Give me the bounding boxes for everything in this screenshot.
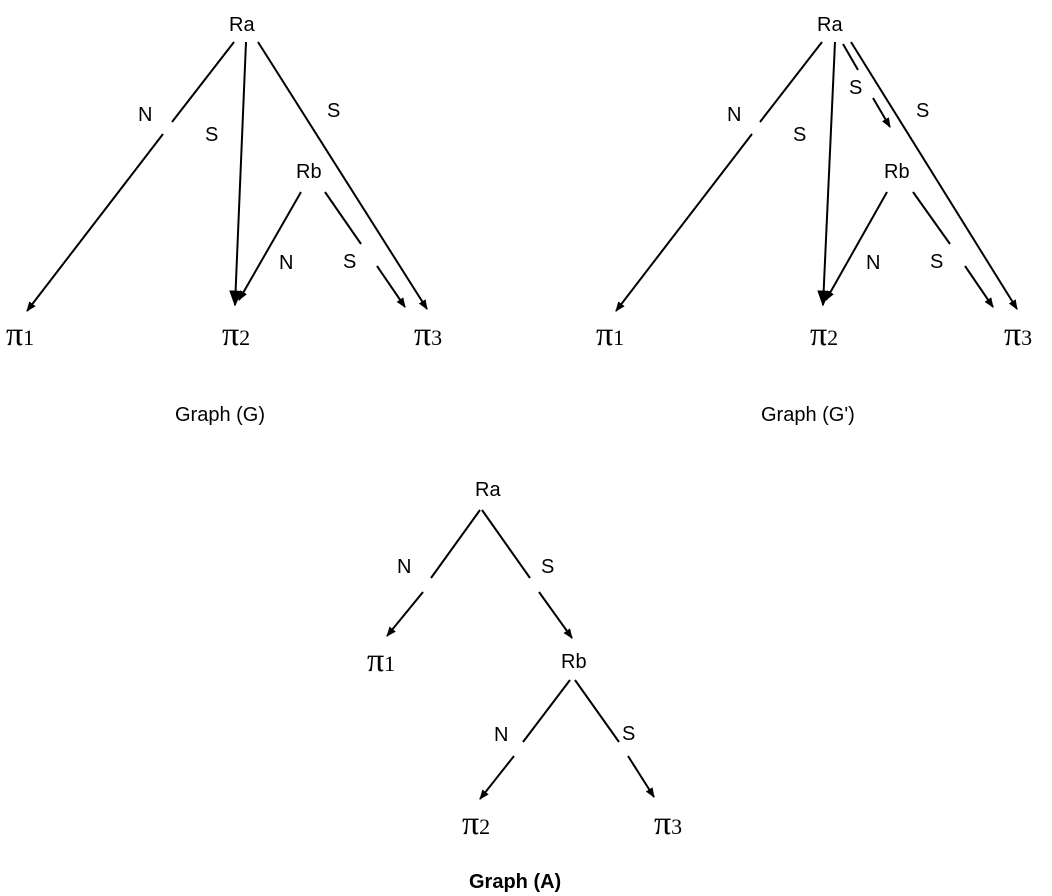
label-s: S (343, 251, 356, 273)
edge-ra-pi3 (850, 41, 1018, 310)
edge-rb-pi2-segment (522, 679, 571, 743)
node-pi3: π3 (1004, 316, 1032, 353)
label-s: S (849, 77, 862, 99)
edge-ra-pi2 (229, 41, 247, 307)
caption-graph-a: Graph (A) (469, 871, 561, 893)
edge-rb-pi3 (627, 755, 655, 798)
edge-ra-rb (872, 97, 891, 128)
node-rb: Rb (561, 651, 587, 673)
label-s: S (622, 723, 635, 745)
edge-rb-pi2 (825, 191, 888, 301)
edge-ra-pi1-segment (759, 41, 823, 123)
graph-a: Ra N S Rb N S π1 π2 π3 Graph (A) (367, 479, 682, 893)
edge-ra-pi1-segment (430, 509, 481, 579)
edge-rb-pi2 (479, 755, 515, 800)
label-s: S (793, 124, 806, 146)
label-s: S (205, 124, 218, 146)
label-s: S (327, 100, 340, 122)
caption-graph-g-prime: Graph (G') (761, 404, 855, 426)
label-n: N (138, 104, 152, 126)
node-rb: Rb (884, 161, 910, 183)
node-pi1: π1 (6, 316, 34, 353)
node-pi3: π3 (654, 805, 682, 842)
node-ra: Ra (817, 14, 843, 36)
graph-g: Ra N S S Rb N S π1 π2 π3 Graph (G) (6, 14, 442, 426)
edge-ra-pi1-segment (171, 41, 235, 123)
node-pi1: π1 (367, 642, 395, 679)
edge-rb-pi3 (964, 265, 994, 308)
label-n: N (397, 556, 411, 578)
label-n: N (494, 724, 508, 746)
edge-rb-pi3 (376, 265, 406, 308)
edge-ra-rb (538, 591, 573, 639)
label-s: S (541, 556, 554, 578)
edge-rb-pi3-segment (912, 191, 951, 245)
edge-ra-pi1 (26, 133, 164, 312)
node-pi2: π2 (462, 805, 490, 842)
node-pi3: π3 (414, 316, 442, 353)
edge-rb-pi3-segment (574, 679, 620, 743)
label-s: S (916, 100, 929, 122)
node-ra: Ra (475, 479, 501, 501)
edge-ra-rb-segment (842, 43, 859, 71)
edge-ra-pi3 (257, 41, 428, 310)
edge-ra-pi1 (615, 133, 753, 312)
label-n: N (866, 252, 880, 274)
graph-g-prime: Ra N S S S Rb N S π1 π2 π3 Graph (G') (596, 14, 1032, 426)
edge-rb-pi2 (238, 191, 302, 301)
label-n: N (279, 252, 293, 274)
edge-ra-pi2 (817, 41, 836, 307)
caption-graph-g: Graph (G) (175, 404, 265, 426)
edge-ra-rb-segment (481, 509, 531, 579)
edge-rb-pi3-segment (324, 191, 362, 245)
node-pi2: π2 (222, 316, 250, 353)
label-s: S (930, 251, 943, 273)
node-pi1: π1 (596, 316, 624, 353)
label-n: N (727, 104, 741, 126)
node-ra: Ra (229, 14, 255, 36)
node-rb: Rb (296, 161, 322, 183)
edge-ra-pi1 (386, 591, 424, 637)
node-pi2: π2 (810, 316, 838, 353)
